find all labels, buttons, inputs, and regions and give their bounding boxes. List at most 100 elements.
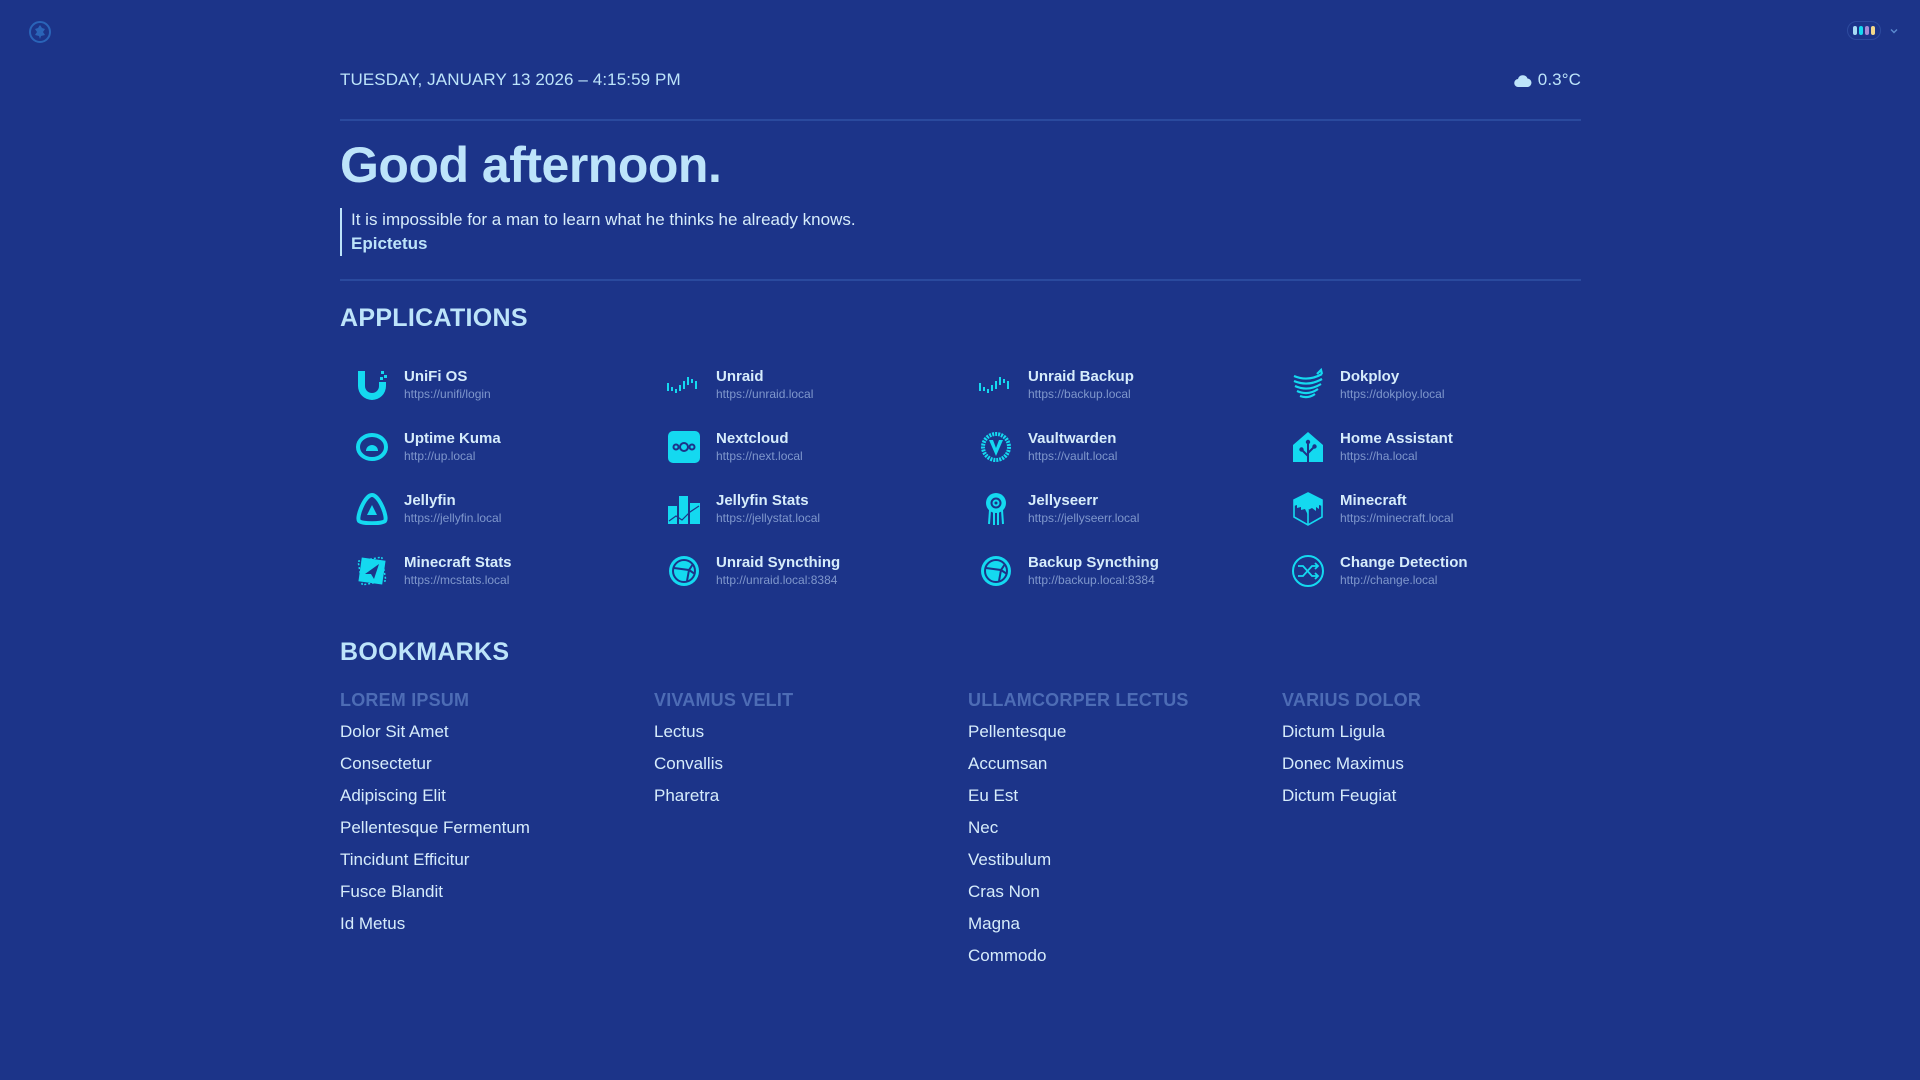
app-name: Home Assistant <box>1340 430 1453 447</box>
temperature: 0.3°C <box>1537 70 1581 89</box>
leaf-icon <box>35 25 45 39</box>
uptime-kuma-icon <box>352 427 392 467</box>
app-name: Vaultwarden <box>1028 430 1117 447</box>
bookmark-link[interactable]: Magna <box>968 914 1020 933</box>
app-name: Uptime Kuma <box>404 430 501 447</box>
theme-swatch-4 <box>1871 26 1875 35</box>
applications-grid: UniFi OS https://unifi/login Unraid https:… <box>352 354 1600 602</box>
bookmark-link[interactable]: Lectus <box>654 722 705 741</box>
bookmark-link[interactable]: Tincidunt Efficitur <box>340 850 470 869</box>
app-vaultwarden[interactable]: Vaultwarden https://vault.local <box>976 416 1288 478</box>
app-unraid-syncthing[interactable]: Unraid Syncthing http://unraid.local:8384 <box>664 540 976 602</box>
app-name: Jellyfin Stats <box>716 492 809 509</box>
quote-text: It is impossible for a man to learn what… <box>351 210 856 229</box>
app-url: http://change.local <box>1340 573 1438 587</box>
app-name: Minecraft Stats <box>404 554 512 571</box>
app-name: Backup Syncthing <box>1028 554 1159 571</box>
bookmark-link[interactable]: Pellentesque Fermentum <box>340 818 530 837</box>
settings-button[interactable] <box>29 21 51 43</box>
app-name: Minecraft <box>1340 492 1407 509</box>
app-nextcloud[interactable]: Nextcloud https://next.local <box>664 416 976 478</box>
app-url: http://backup.local:8384 <box>1028 573 1155 587</box>
theme-swatch-2 <box>1859 26 1863 35</box>
bookmarks-grid: LOREM IPSUM Dolor Sit Amet Consectetur A… <box>340 688 1596 976</box>
header-divider <box>340 119 1581 121</box>
bookmark-link[interactable]: Dictum Feugiat <box>1282 786 1397 805</box>
app-url: https://backup.local <box>1028 387 1131 401</box>
bookmark-link[interactable]: Commodo <box>968 946 1047 965</box>
app-url: https://unraid.local <box>716 387 814 401</box>
app-jellyseerr[interactable]: Jellyseerr https://jellyseerr.local <box>976 478 1288 540</box>
quote-author: Epictetus <box>351 234 428 253</box>
app-jellyfin[interactable]: Jellyfin https://jellyfin.local <box>352 478 664 540</box>
app-unraid-backup[interactable]: Unraid Backup https://backup.local <box>976 354 1288 416</box>
app-minecraft-stats[interactable]: Minecraft Stats https://mcstats.local <box>352 540 664 602</box>
bookmark-link[interactable]: Cras Non <box>968 882 1040 901</box>
bookmark-link[interactable]: Fusce Blandit <box>340 882 443 901</box>
app-url: https://ha.local <box>1340 449 1418 463</box>
bookmark-link[interactable]: Nec <box>968 818 999 837</box>
app-name: Jellyfin <box>404 492 456 509</box>
home-assistant-icon <box>1288 427 1328 467</box>
app-unifi-os[interactable]: UniFi OS https://unifi/login <box>352 354 664 416</box>
theme-switcher[interactable] <box>1847 21 1899 40</box>
dokploy-whale-icon <box>1288 365 1328 405</box>
app-dokploy[interactable]: Dokploy https://dokploy.local <box>1288 354 1600 416</box>
quote-divider <box>340 279 1581 281</box>
app-url: https://mcstats.local <box>404 573 510 587</box>
syncthing-icon <box>664 551 704 591</box>
shuffle-icon <box>1288 551 1328 591</box>
bookmark-group: VARIUS DOLOR Dictum Ligula Donec Maximus… <box>1282 688 1596 976</box>
bookmark-link[interactable]: Dolor Sit Amet <box>340 722 449 741</box>
bookmark-group-title: VIVAMUS VELIT <box>654 690 794 710</box>
bookmarks-title: BOOKMARKS <box>340 638 510 666</box>
app-name: Jellyseerr <box>1028 492 1099 509</box>
bookmark-link[interactable]: Pharetra <box>654 786 720 805</box>
app-unraid[interactable]: Unraid https://unraid.local <box>664 354 976 416</box>
bookmark-group-title: VARIUS DOLOR <box>1282 690 1422 710</box>
theme-palette <box>1847 21 1881 40</box>
cloud-icon <box>1514 74 1532 87</box>
bookmark-link[interactable]: Accumsan <box>968 754 1048 773</box>
app-name: Dokploy <box>1340 368 1400 385</box>
bookmark-link[interactable]: Adipiscing Elit <box>340 786 446 805</box>
app-url: http://unraid.local:8384 <box>716 573 838 587</box>
app-name: Change Detection <box>1340 554 1468 571</box>
app-name: Unraid Backup <box>1028 368 1134 385</box>
app-backup-syncthing[interactable]: Backup Syncthing http://backup.local:8384 <box>976 540 1288 602</box>
bookmark-link[interactable]: Convallis <box>654 754 723 773</box>
app-url: https://next.local <box>716 449 803 463</box>
app-url: https://dokploy.local <box>1340 387 1445 401</box>
app-name: Unraid Syncthing <box>716 554 841 571</box>
app-url: https://jellyseerr.local <box>1028 511 1140 525</box>
theme-swatch-1 <box>1853 26 1857 35</box>
bookmark-link[interactable]: Eu Est <box>968 786 1019 805</box>
app-url: https://jellyfin.local <box>404 511 502 525</box>
bookmark-group: LOREM IPSUM Dolor Sit Amet Consectetur A… <box>340 688 654 976</box>
app-name: Unraid <box>716 368 764 385</box>
app-url: https://jellystat.local <box>716 511 821 525</box>
bookmark-link[interactable]: Donec Maximus <box>1282 754 1404 773</box>
bookmark-link[interactable]: Vestibulum <box>968 850 1052 869</box>
app-jellyfin-stats[interactable]: Jellyfin Stats https://jellystat.local <box>664 478 976 540</box>
bookmark-link[interactable]: Dictum Ligula <box>1282 722 1385 741</box>
bookmark-link[interactable]: Id Metus <box>340 914 406 933</box>
vaultwarden-icon <box>976 427 1016 467</box>
theme-swatch-3 <box>1865 26 1869 35</box>
bookmark-link[interactable]: Consectetur <box>340 754 432 773</box>
bookmark-link[interactable]: Pellentesque <box>968 722 1067 741</box>
app-name: UniFi OS <box>404 368 468 385</box>
jellyseerr-icon <box>976 489 1016 529</box>
app-minecraft[interactable]: Minecraft https://minecraft.local <box>1288 478 1600 540</box>
syncthing-icon <box>976 551 1016 591</box>
app-name: Nextcloud <box>716 430 789 447</box>
app-home-assistant[interactable]: Home Assistant https://ha.local <box>1288 416 1600 478</box>
app-uptime-kuma[interactable]: Uptime Kuma http://up.local <box>352 416 664 478</box>
quote: It is impossible for a man to learn what… <box>340 208 856 256</box>
greeting: Good afternoon. <box>340 137 722 193</box>
weather-widget: 0.3°C <box>1514 70 1581 90</box>
app-change-detection[interactable]: Change Detection http://change.local <box>1288 540 1600 602</box>
minecraft-cube-icon <box>1288 489 1328 529</box>
header: TUESDAY, JANUARY 13 2026 – 4:15:59 PM 0.… <box>340 70 1581 90</box>
app-url: https://unifi/login <box>404 387 491 401</box>
